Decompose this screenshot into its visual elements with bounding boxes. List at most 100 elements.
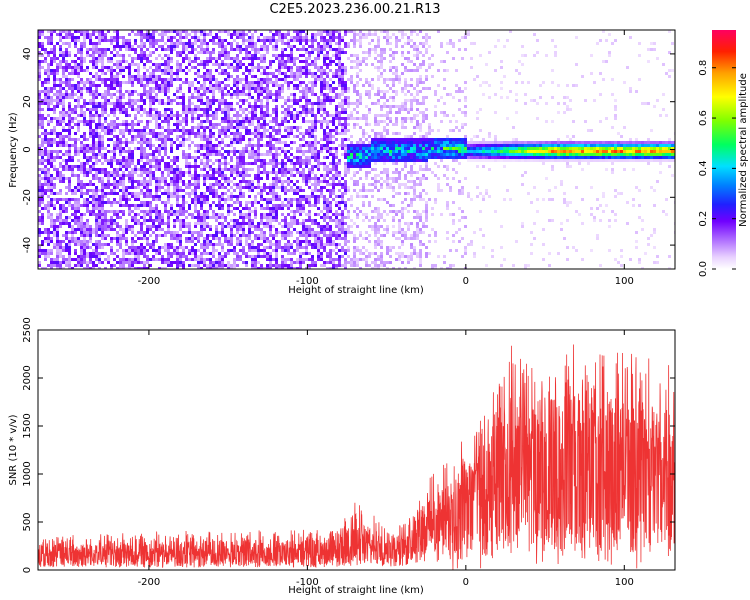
spectrogram-cell	[221, 126, 224, 129]
spectrogram-cell	[146, 189, 149, 192]
spectrogram-cell	[95, 216, 98, 219]
spectrogram-cell	[290, 57, 293, 60]
spectrogram-cell	[92, 93, 95, 96]
spectrogram-cell	[221, 162, 224, 165]
spectrogram-cell	[287, 114, 290, 117]
spectrogram-cell	[86, 36, 89, 39]
spectrogram-cell	[305, 72, 308, 75]
spectrogram-cell	[140, 210, 143, 213]
spectrogram-cell	[128, 198, 131, 201]
spectrogram-cell	[305, 39, 308, 42]
spectrogram-cell	[86, 234, 89, 237]
spectrogram-cell	[170, 150, 173, 153]
spectrogram-cell	[68, 33, 71, 36]
spectrogram-cell	[206, 105, 209, 108]
spectrogram-cell	[65, 198, 68, 201]
spectrogram-cell	[68, 87, 71, 90]
spectrogram-cell	[200, 216, 203, 219]
spectrogram-cell	[230, 42, 233, 45]
spectrogram-cell	[167, 90, 170, 93]
spectrogram-cell	[260, 231, 263, 234]
spectrogram-cell	[311, 147, 314, 150]
spectrogram-cell	[194, 192, 197, 195]
spectrogram-cell	[80, 33, 83, 36]
spectrogram-cell	[119, 63, 122, 66]
spectrogram-cell	[278, 33, 281, 36]
spectrogram-cell	[101, 195, 104, 198]
spectrogram-cell	[41, 33, 44, 36]
spectrogram-cell	[239, 225, 242, 228]
spectrogram-cell	[302, 225, 305, 228]
spectrogram-cell	[53, 30, 56, 33]
spectrogram-cell	[83, 147, 86, 150]
spectrogram-cell	[221, 183, 224, 186]
spectrogram-cell	[194, 195, 197, 198]
spectrogram-cell	[155, 117, 158, 120]
spectrogram-cell	[80, 240, 83, 243]
spectrogram-cell	[305, 132, 308, 135]
spectrogram-cell	[146, 156, 149, 159]
spectrogram-cell	[131, 183, 134, 186]
spectrogram-cell	[269, 141, 272, 144]
spectrogram-cell	[248, 30, 251, 33]
spectrogram-cell	[68, 261, 71, 264]
spectrogram-cell	[152, 144, 155, 147]
spectrogram-cell	[68, 36, 71, 39]
spectrogram-cell	[284, 117, 287, 120]
spectrogram-cell	[68, 150, 71, 153]
spectrogram-cell	[263, 225, 266, 228]
spectrogram-cell	[50, 198, 53, 201]
spectrogram-cell	[68, 231, 71, 234]
spectrogram-cell	[101, 51, 104, 54]
spectrogram-cell	[140, 168, 143, 171]
spectrogram-cell	[164, 141, 167, 144]
spectrogram-cell	[128, 156, 131, 159]
spectrogram-cell	[176, 51, 179, 54]
spectrogram-cell	[122, 261, 125, 264]
spectrogram-cell	[119, 69, 122, 72]
spectrogram-cell	[242, 147, 245, 150]
spectrogram-cell	[188, 90, 191, 93]
spectrogram-cell	[155, 186, 158, 189]
spectrogram-cell	[113, 108, 116, 111]
spectrogram-cell	[74, 210, 77, 213]
spectrogram-cell	[149, 216, 152, 219]
spectrogram-cell	[74, 204, 77, 207]
spectrogram-cell	[323, 81, 326, 84]
spectrogram-cell	[269, 171, 272, 174]
spectrogram-cell	[98, 138, 101, 141]
spectrogram-cell	[209, 177, 212, 180]
spectrogram-cell	[212, 111, 215, 114]
spectrogram-cell	[200, 243, 203, 246]
spectrogram-cell	[200, 102, 203, 105]
spectrogram-cell	[134, 147, 137, 150]
spectrogram-cell	[314, 156, 317, 159]
spectrogram-cell	[200, 51, 203, 54]
spectrogram-cell	[221, 99, 224, 102]
spectrogram-cell	[224, 99, 227, 102]
spectrogram-cell	[194, 111, 197, 114]
spectrogram-cell	[311, 135, 314, 138]
spectrogram-cell	[107, 201, 110, 204]
spectrogram-cell	[254, 237, 257, 240]
spectrogram-cell	[149, 153, 152, 156]
spectrogram-cell	[308, 201, 311, 204]
spectrogram-cell	[116, 135, 119, 138]
spectrogram-cell	[323, 261, 326, 264]
spectrogram-cell	[113, 69, 116, 72]
spectrogram-cell	[224, 192, 227, 195]
spectrogram-cell	[323, 117, 326, 120]
spectrogram-cell	[59, 219, 62, 222]
spectrogram-cell	[272, 162, 275, 165]
spectrogram-cell	[50, 117, 53, 120]
spectrogram-cell	[104, 213, 107, 216]
spectrogram-cell	[95, 147, 98, 150]
spectrogram-cell	[308, 141, 311, 144]
spectrogram-cell	[215, 231, 218, 234]
spectrogram-cell	[68, 249, 71, 252]
spectrogram-cell	[236, 231, 239, 234]
spectrogram-cell	[65, 237, 68, 240]
spectrogram-cell	[122, 183, 125, 186]
spectrogram-cell	[95, 207, 98, 210]
